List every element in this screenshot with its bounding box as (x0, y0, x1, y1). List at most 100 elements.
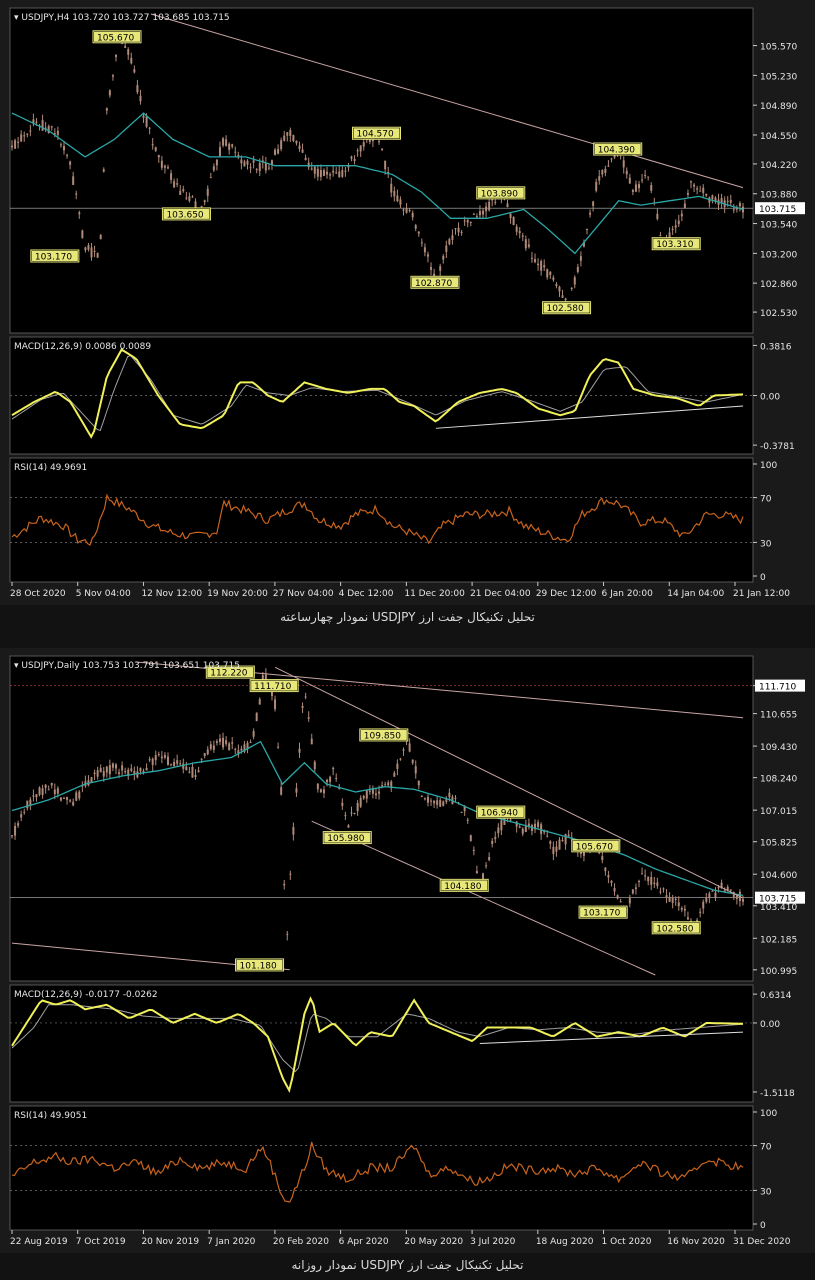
candle-body (75, 193, 78, 195)
price-label: 104.390 (598, 146, 635, 156)
candle-body (708, 893, 711, 899)
candle-body (570, 287, 573, 289)
candle-body (549, 841, 552, 844)
candle-body (527, 244, 530, 247)
time-axis-label: 27 Nov 04:00 (273, 589, 334, 599)
candle-body (677, 220, 680, 225)
candle-body (696, 919, 699, 922)
rsi-axis-label: 0 (760, 573, 766, 583)
candle-body (316, 168, 319, 177)
price-axis-label: 103.880 (760, 191, 797, 201)
candle-body (362, 142, 365, 147)
candle-body (322, 789, 325, 794)
candle-body (270, 690, 273, 697)
time-axis-label: 11 Dec 20:00 (404, 589, 465, 599)
candle-body (699, 911, 702, 913)
candle-body (469, 221, 472, 223)
price-label-fill (31, 250, 78, 261)
macd-axis-label: 0.00 (760, 1020, 780, 1030)
candle-body (182, 763, 185, 769)
candle-body (142, 115, 145, 118)
candle-body (463, 220, 466, 222)
candle-body (166, 167, 169, 169)
candle-body (674, 898, 677, 900)
candle-body (414, 766, 417, 774)
price-label: 103.890 (481, 189, 518, 199)
candle-body (200, 205, 203, 207)
candle-body (170, 764, 173, 766)
candle-body (683, 203, 686, 209)
price-axis-label: 103.200 (760, 250, 797, 260)
rsi-plot-area (9, 457, 754, 583)
trendline (150, 13, 744, 189)
candle-body (154, 755, 157, 761)
candle-body (124, 46, 127, 48)
candle-body (267, 167, 270, 169)
candle-body (374, 793, 377, 796)
candle-body (26, 133, 29, 135)
time-axis-label: 14 Jan 04:00 (667, 589, 724, 599)
rsi-title: RSI(14) 49.9691 (14, 463, 87, 473)
candle-body (188, 196, 191, 201)
candle-body (561, 295, 564, 298)
candle-body (234, 748, 237, 750)
candle-body (512, 217, 515, 225)
candle-body (319, 170, 322, 177)
candle-body (506, 203, 509, 208)
candle-body (252, 160, 255, 163)
candle-body (622, 160, 625, 168)
candle-body (527, 823, 530, 827)
candle-body (537, 263, 540, 266)
candle-body (601, 856, 604, 861)
price-label-fill (236, 959, 283, 970)
candle-body (157, 155, 160, 158)
candle-body (482, 210, 485, 215)
candle-body (87, 245, 90, 250)
price-label: 112.220 (210, 669, 247, 679)
candle-body (298, 748, 301, 753)
candle-body (573, 277, 576, 285)
candle-body (197, 770, 200, 773)
candle-body (644, 175, 647, 177)
candle-body (84, 247, 87, 251)
candle-body (157, 754, 160, 756)
candle-body (714, 892, 717, 898)
candle-body (738, 203, 741, 207)
price-label-fill (324, 832, 371, 843)
candle-body (118, 772, 121, 774)
rsi-line (11, 1141, 744, 1203)
time-axis-label: 7 Oct 2019 (76, 1237, 126, 1247)
candle-body (641, 179, 644, 181)
main-title: ▾ USDJPY,Daily 103.753 103.791 103.651 1… (14, 661, 240, 671)
candle-body (430, 800, 433, 802)
candle-body (445, 245, 448, 252)
macd-axis-label: -1.5118 (760, 1089, 795, 1099)
candle-body (610, 880, 613, 883)
price-axis-label: 104.550 (760, 132, 797, 142)
candle-body (292, 827, 295, 835)
trendline (274, 666, 744, 899)
candle-body (726, 200, 729, 202)
candle-body (613, 887, 616, 892)
price-axis-label: 104.890 (760, 102, 797, 112)
candle-body (702, 187, 705, 193)
candle-body (209, 744, 212, 750)
candle-body (240, 748, 243, 751)
price-axis-label: 110.655 (760, 711, 797, 721)
price-label: 102.580 (547, 304, 584, 314)
candle-body (145, 767, 148, 771)
candle-body (326, 779, 329, 783)
candle-body (243, 161, 246, 167)
candle-body (680, 908, 683, 910)
candle-body (121, 765, 124, 771)
candle-body (319, 789, 322, 793)
candle-body (304, 696, 307, 698)
candle-body (136, 85, 139, 93)
candle-body (589, 212, 592, 215)
candle-body (93, 250, 96, 252)
candle-body (671, 897, 674, 903)
rsi-axis-label: 70 (760, 495, 772, 505)
price-axis-label: 105.570 (760, 43, 797, 53)
candle-body (439, 800, 442, 807)
